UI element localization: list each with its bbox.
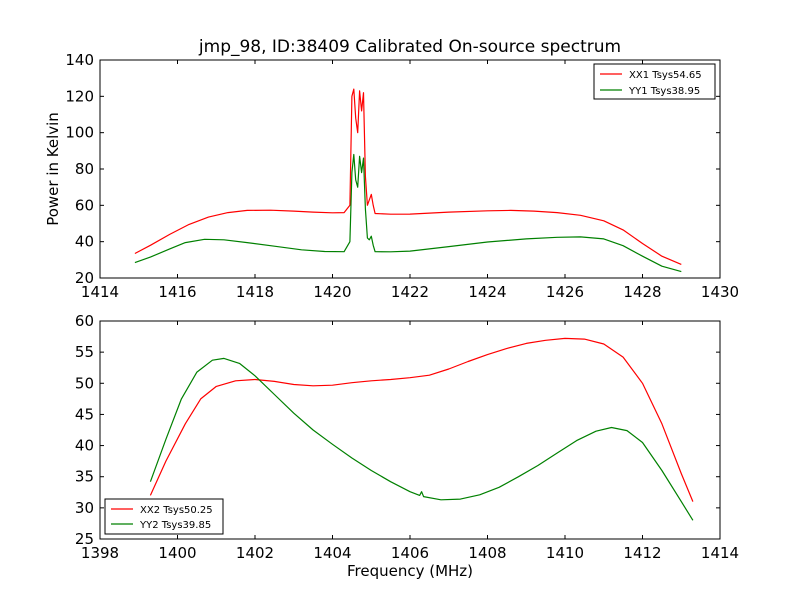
chart-title: jmp_98, ID:38409 Calibrated On-source sp… [198,37,621,57]
top-y-tick-label: 20 [75,269,94,287]
top-y-tick-label: 100 [65,124,94,142]
bottom-x-tick-label: 1412 [623,544,661,562]
bottom-x-tick-label: 1402 [236,544,274,562]
bottom-legend-box [104,498,224,535]
top-series-group [134,88,682,273]
legend-label-yy2: YY2 Tsys39.85 [139,520,211,531]
top-x-tick-label: 1414 [81,283,119,301]
top-series-line-1 [134,153,682,273]
top-y-tick-label: 140 [65,51,94,69]
bottom-x-tick-label: 1408 [468,544,506,562]
top-legend: XX1 Tsys54.65 YY1 Tsys38.95 [593,63,716,100]
bottom-spectrum-panel: 1398 1400 1402 1404 1406 1408 1410 1412 1414 25 30… [75,312,739,580]
top-x-tick-label: 1430 [701,283,739,301]
bottom-y-tick-label: 60 [75,312,94,330]
y-axis-label-top: Power in Kelvin [44,112,62,226]
bottom-series-line-1 [149,357,694,521]
bottom-y-tick-label: 25 [75,530,94,548]
top-plot-frame [99,59,721,279]
top-x-tick-label: 1418 [236,283,274,301]
top-x-tick-label: 1424 [468,283,506,301]
bottom-series-group [149,337,694,521]
top-y-tick-label: 120 [65,87,94,105]
top-y-tick-label: 60 [75,196,94,214]
legend-label-xx2: XX2 Tsys50.25 [140,505,213,516]
bottom-x-tick-label: 1406 [391,544,429,562]
bottom-y-tick-label: 45 [75,405,94,423]
bottom-plot-frame [99,320,721,540]
bottom-x-tick-label: 1400 [158,544,196,562]
top-x-tick-label: 1426 [546,283,584,301]
x-axis-label: Frequency (MHz) [347,562,473,580]
top-y-tick-label: 80 [75,160,94,178]
bottom-y-tick-label: 50 [75,374,94,392]
top-series-line-0 [134,88,682,265]
bottom-x-tick-label: 1404 [313,544,351,562]
bottom-y-tick-label: 55 [75,343,94,361]
bottom-y-tick-label: 40 [75,437,94,455]
top-x-tick-label: 1416 [158,283,196,301]
bottom-y-tick-label: 30 [75,499,94,517]
bottom-legend: XX2 Tsys50.25 YY2 Tsys39.85 [104,498,224,535]
top-axis-ticks: 1414 1416 1418 1420 1422 1424 1426 1428 1430 20 40… [65,51,739,301]
bottom-y-tick-label: 35 [75,468,94,486]
legend-label-yy1: YY1 Tsys38.95 [628,86,700,97]
top-spectrum-panel: jmp_98, ID:38409 Calibrated On-source sp… [44,37,739,301]
top-y-tick-label: 40 [75,233,94,251]
top-x-tick-label: 1420 [313,283,351,301]
legend-label-xx1: XX1 Tsys54.65 [629,70,702,81]
bottom-x-tick-label: 1410 [546,544,584,562]
top-x-tick-label: 1428 [623,283,661,301]
bottom-series-line-0 [149,337,694,502]
bottom-x-tick-label: 1414 [701,544,739,562]
top-legend-box [593,63,716,100]
top-x-tick-label: 1422 [391,283,429,301]
bottom-x-tick-label: 1398 [81,544,119,562]
